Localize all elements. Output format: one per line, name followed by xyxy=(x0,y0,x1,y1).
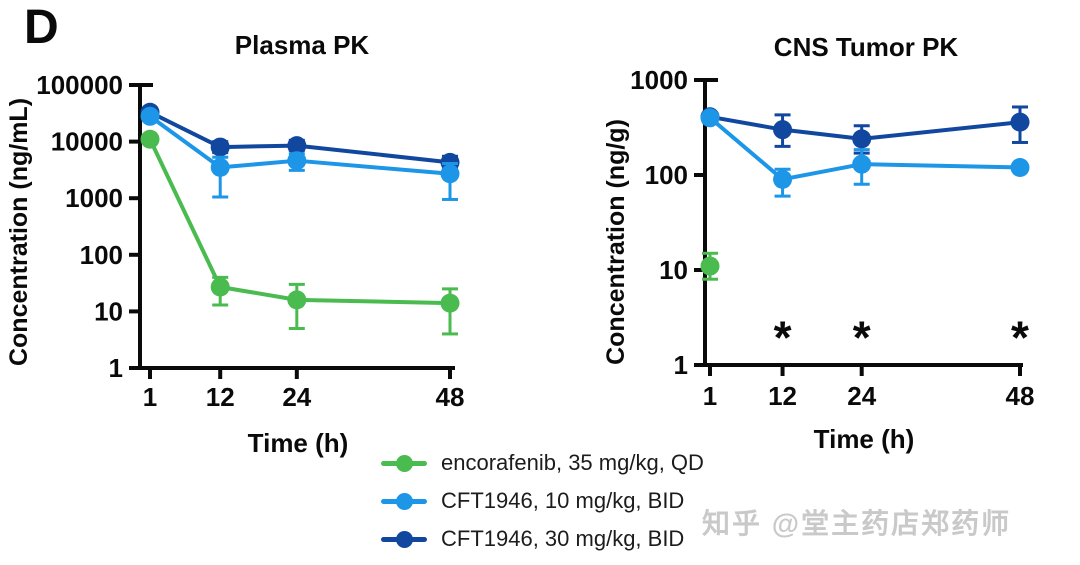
series-line xyxy=(149,110,451,165)
encorafenib-marker-icon xyxy=(381,454,427,473)
data-point-marker xyxy=(1010,157,1030,177)
y-tick-label: 10000 xyxy=(51,127,123,157)
plasma-y-axis-label: Concentration (ng/mL) xyxy=(5,97,33,367)
data-point-marker xyxy=(773,169,793,189)
cns-tumor-pk-title: CNS Tumor PK xyxy=(773,32,959,62)
x-tick-label: 12 xyxy=(768,381,797,411)
x-tick-label: 48 xyxy=(1006,381,1035,411)
data-point-marker xyxy=(287,151,307,171)
data-point-marker xyxy=(210,137,230,157)
plasma-pk-title: Plasma PK xyxy=(234,30,370,60)
plasma-pk-plot: 100000 10000 1000 100 10 11 12 24 48 xyxy=(36,70,464,412)
data-point-marker xyxy=(210,277,230,297)
cft1946-30-marker-icon xyxy=(381,530,427,549)
cns-x-axis-label: Time (h) xyxy=(813,424,915,454)
series-line xyxy=(148,114,451,176)
significance-asterisk: * xyxy=(774,311,792,363)
legend-item-cft1946-10: CFT1946, 10 mg/kg, BID xyxy=(381,482,704,520)
data-point-marker xyxy=(287,290,307,310)
legend-item-cft1946-30: CFT1946, 30 mg/kg, BID xyxy=(381,520,704,558)
data-point-marker xyxy=(700,108,720,128)
data-point-marker xyxy=(287,136,307,156)
plasma-x-axis-label: Time (h) xyxy=(247,428,349,458)
series-line xyxy=(708,116,1021,182)
y-tick-label: 10 xyxy=(659,255,688,285)
data-point-marker xyxy=(1010,112,1030,132)
y-tick-label: 1000 xyxy=(630,65,688,95)
y-tick-label: 100 xyxy=(80,240,123,270)
series-1 xyxy=(700,108,1030,198)
data-point-marker xyxy=(210,157,230,177)
cns-tumor-pk-plot: 1000 100 10 11 12 24 48 * * * xyxy=(630,65,1034,411)
x-tick-label: 1 xyxy=(703,381,717,411)
panel-letter: D xyxy=(24,1,59,54)
legend: encorafenib, 35 mg/kg, QD CFT1946, 10 mg… xyxy=(381,444,704,558)
y-tick-label: 100 xyxy=(645,160,688,190)
data-point-marker xyxy=(440,293,460,313)
y-tick-label: 1 xyxy=(674,350,688,380)
data-point-marker xyxy=(773,120,793,140)
data-point-marker xyxy=(700,256,720,276)
data-point-marker xyxy=(140,129,160,149)
x-tick-label: 48 xyxy=(436,382,465,412)
legend-label: encorafenib, 35 mg/kg, QD xyxy=(441,450,704,475)
series-2 xyxy=(700,105,1030,155)
series-1 xyxy=(140,106,460,201)
legend-label: CFT1946, 30 mg/kg, BID xyxy=(441,526,685,551)
y-tick-label: 100000 xyxy=(36,70,123,100)
cft1946-10-marker-icon xyxy=(381,492,427,511)
x-tick-label: 24 xyxy=(282,382,311,412)
significance-asterisk: * xyxy=(853,311,871,363)
x-tick-label: 1 xyxy=(143,382,157,412)
significance-asterisk: * xyxy=(1011,311,1029,363)
legend-item-encorafenib: encorafenib, 35 mg/kg, QD xyxy=(381,444,704,482)
x-tick-label: 24 xyxy=(847,381,876,411)
data-point-marker xyxy=(440,164,460,184)
y-tick-label: 10 xyxy=(94,296,123,326)
data-point-marker xyxy=(852,129,872,149)
watermark: 知乎 @堂主药店郑药师 xyxy=(702,508,1012,539)
legend-label: CFT1946, 10 mg/kg, BID xyxy=(441,488,685,513)
data-point-marker xyxy=(140,106,160,126)
x-tick-label: 12 xyxy=(206,382,235,412)
series-line xyxy=(148,138,451,306)
cns-y-axis-label: Concentration (ng/g) xyxy=(602,119,630,365)
series-line xyxy=(709,114,1021,141)
series-0 xyxy=(140,129,460,336)
series-0 xyxy=(700,251,720,281)
y-tick-label: 1 xyxy=(109,353,123,383)
y-tick-label: 1000 xyxy=(65,183,123,213)
data-point-marker xyxy=(852,154,872,174)
